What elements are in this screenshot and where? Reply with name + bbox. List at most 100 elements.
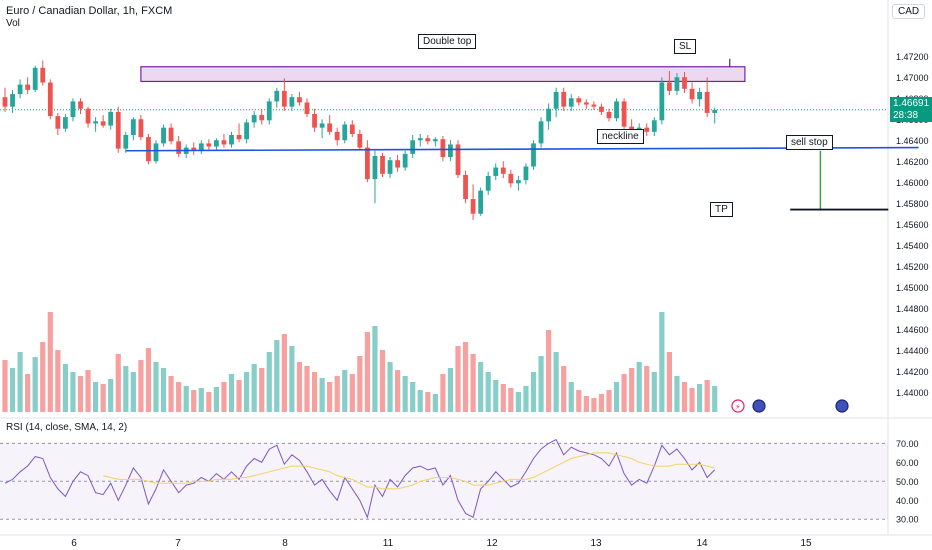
volume-bar [47, 312, 53, 412]
rsi-tick-label: 70.00 [896, 439, 919, 449]
candle-body [25, 84, 31, 90]
candle-body [485, 175, 491, 191]
volume-bar [77, 376, 84, 412]
candle-body [583, 102, 589, 105]
time-tick-label: 12 [486, 538, 498, 549]
candle-body [448, 144, 453, 158]
volume-bar [259, 368, 265, 412]
candle-body [32, 67, 38, 90]
candle-body [17, 84, 23, 95]
candle-body [161, 127, 166, 144]
volume-bar [357, 356, 363, 412]
candle-body [606, 111, 612, 119]
volume-bar [379, 350, 386, 412]
currency-badge[interactable]: CAD [892, 4, 926, 19]
volume-bar [621, 374, 627, 412]
candle-body [70, 101, 76, 118]
volume-bar [176, 382, 182, 412]
volume-bar [470, 354, 476, 412]
candle-body [538, 121, 544, 144]
volume-bar [130, 372, 136, 412]
price-tick-label: 1.44000 [896, 388, 929, 398]
candle-body [214, 140, 219, 147]
candle-body [40, 67, 46, 83]
time-tick-label: 14 [696, 538, 708, 549]
candle-body [455, 144, 461, 175]
lightning-glyph: ⚡ [735, 403, 741, 412]
candle-body [334, 131, 340, 141]
volume-bar [138, 360, 144, 412]
volume-bar [674, 376, 680, 412]
volume-bar [108, 379, 114, 412]
volume-bar [462, 342, 469, 412]
volume-bar [493, 380, 499, 412]
rsi-tick-label: 40.00 [896, 496, 919, 506]
rsi-sma-line [102, 452, 715, 490]
price-tick-label: 1.45000 [896, 283, 929, 293]
candle-body [674, 77, 680, 91]
sl-label: SL [674, 39, 697, 54]
candle-body [274, 90, 280, 102]
volume-bar [485, 372, 491, 412]
candle-body [478, 190, 484, 214]
candle-body [297, 97, 302, 103]
volume-bar [296, 362, 303, 412]
price-tick-label: 1.44600 [896, 325, 929, 335]
candle-body [372, 156, 378, 180]
volume-bar [244, 372, 250, 412]
volume-bar [168, 376, 174, 412]
candle-body [266, 101, 272, 121]
candle-body [402, 153, 408, 168]
volume-bar [364, 332, 370, 412]
candle-body [312, 114, 317, 128]
volume-bar [425, 392, 431, 412]
volume-bar [32, 357, 38, 412]
candle-body [667, 82, 672, 91]
volume-bar [561, 366, 567, 412]
candle-body [463, 174, 468, 200]
volume-bar [515, 392, 521, 412]
time-tick-label: 7 [175, 538, 181, 549]
candle-body [591, 104, 597, 107]
candle-body [712, 109, 718, 113]
symbol-title: Euro / Canadian Dollar, 1h, FXCM [6, 5, 173, 17]
price-tick-label: 1.46000 [896, 178, 929, 188]
candle-body [395, 160, 400, 168]
candle-body [546, 108, 551, 122]
price-tick-label: 1.44400 [896, 346, 929, 356]
volume-bar [274, 340, 280, 412]
candle-body [516, 180, 521, 184]
volume-bar [689, 388, 695, 412]
price-tick-label: 1.47000 [896, 73, 929, 83]
volume-bar [636, 362, 642, 412]
price-tick-label: 1.47200 [896, 52, 929, 62]
candle-body [191, 147, 197, 151]
candle-body [470, 199, 476, 214]
volume-bar [455, 346, 461, 412]
volume-bar [613, 382, 620, 412]
double-top-label: Double top [418, 34, 477, 49]
volume-bar [334, 376, 340, 412]
volume-bar [598, 394, 605, 412]
volume-bar [523, 386, 529, 412]
volume-bar [9, 368, 16, 412]
volume-bar [183, 386, 189, 412]
candle-body [176, 141, 182, 154]
price-tick-label: 1.46200 [896, 157, 929, 167]
candle-body [259, 115, 265, 121]
volume-bar [666, 352, 672, 412]
candle-body [146, 137, 151, 162]
volume-bar [311, 372, 318, 412]
volume-bar [644, 366, 650, 412]
candle-body [206, 143, 212, 147]
candle-body [327, 123, 333, 132]
volume-bar [478, 362, 484, 412]
candle-body [500, 167, 506, 174]
volume-bar [402, 376, 408, 412]
candle-body [349, 124, 355, 134]
volume-bar [704, 380, 710, 412]
volume-label: Vol [6, 18, 20, 29]
rsi-tick-label: 60.00 [896, 458, 919, 468]
volume-bar [432, 394, 438, 412]
